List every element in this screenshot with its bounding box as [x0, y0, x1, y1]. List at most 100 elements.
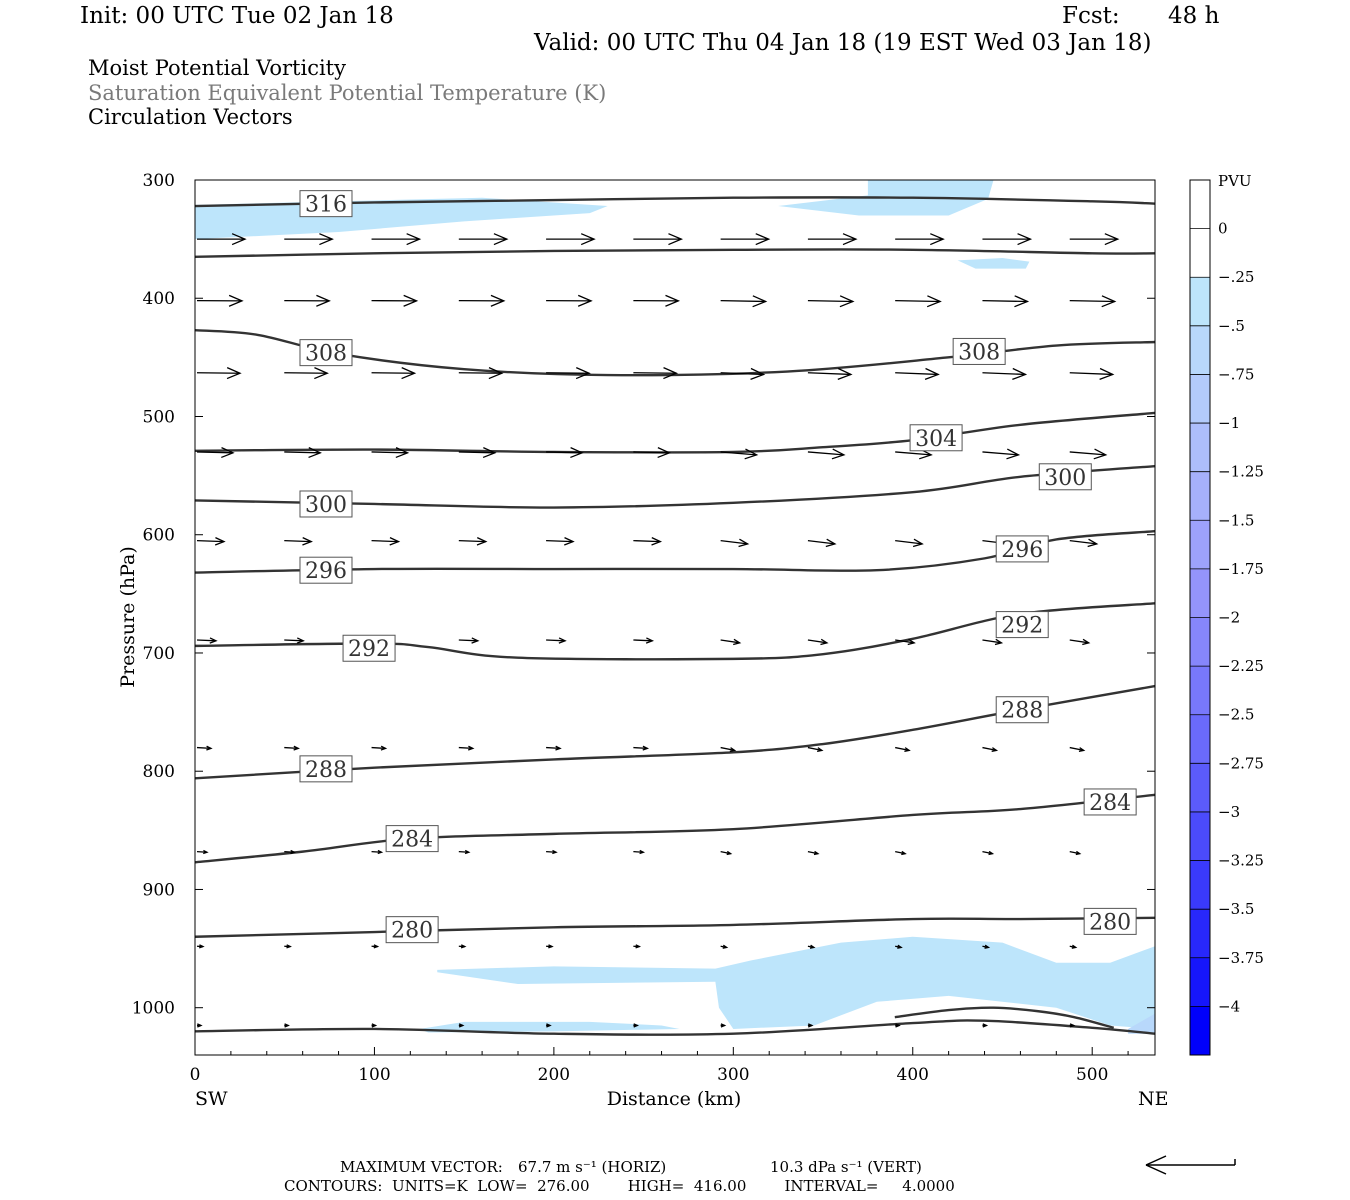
vector-shaft — [982, 850, 993, 855]
vector-head — [651, 537, 663, 546]
vector-head — [994, 638, 1004, 646]
forecast-hour-label: Fcst: — [1062, 3, 1120, 29]
contour-label-300-1: 300 — [1044, 466, 1086, 491]
vector-head — [377, 849, 384, 855]
contour-label-box-2-1 — [952, 337, 1006, 365]
vector-head — [930, 233, 945, 246]
vector-shaft — [196, 372, 241, 374]
contour-label-layer: 316 308 308 304 300 300 296 296 292 292 288 288 284 2… — [299, 190, 1137, 944]
vector-7-1 — [284, 849, 296, 855]
vector-head — [720, 1023, 727, 1028]
vector-9-10 — [1069, 1023, 1076, 1028]
vector-head — [1101, 295, 1117, 308]
vector-head — [286, 944, 292, 949]
vector-4-2 — [371, 537, 401, 546]
vector-shaft — [196, 850, 208, 853]
vector-shaft — [895, 299, 941, 303]
vector-3-2 — [371, 447, 410, 459]
contour-label-284-1: 284 — [1089, 791, 1131, 816]
vector-1-2 — [371, 294, 419, 307]
vector-6-9 — [982, 746, 999, 752]
colorbar-swatch-1 — [1190, 228, 1210, 278]
reference-vector — [1145, 1155, 1236, 1175]
colorbar-swatch-11 — [1190, 714, 1210, 764]
contour-label-296-0: 296 — [305, 559, 347, 584]
vector-head — [316, 294, 331, 307]
vector-1-10 — [1069, 295, 1117, 308]
vector-1-4 — [546, 294, 593, 307]
vector-0-9 — [982, 233, 1033, 246]
vector-4-8 — [895, 538, 924, 548]
vector-shaft — [284, 746, 299, 750]
vector-head — [373, 944, 380, 949]
vector-shaft — [720, 372, 764, 376]
y-tick-label-900: 900 — [143, 880, 175, 900]
mpv-region-0 — [195, 197, 608, 240]
vector-head — [476, 537, 488, 546]
contour-label-box-9-1 — [1083, 907, 1137, 935]
forecast-hour-value: 48 h — [1168, 3, 1220, 29]
vector-3-10 — [1069, 448, 1108, 460]
vector-6-7 — [807, 746, 824, 752]
vector-0-0 — [197, 233, 247, 246]
vector-5-0 — [196, 637, 218, 644]
vector-head — [809, 944, 816, 949]
vector-head — [1006, 448, 1021, 460]
vector-head — [371, 1023, 378, 1028]
vector-head — [214, 537, 226, 546]
contour-label-292-1: 292 — [1001, 614, 1043, 639]
colorbar-level-8: −2 — [1218, 609, 1240, 627]
vector-6-4 — [546, 745, 562, 751]
contour-label-308-0: 308 — [305, 342, 347, 367]
colorbar-level-5: −1.25 — [1218, 463, 1264, 481]
vector-6-10 — [1069, 746, 1086, 752]
vector-shaft — [1069, 746, 1084, 752]
vector-4-3 — [458, 537, 488, 546]
vector-7-9 — [982, 850, 995, 856]
vector-8-7 — [807, 944, 816, 949]
y-tick-label-700: 700 — [143, 644, 175, 664]
contour-label-box-8-1 — [1083, 788, 1137, 816]
vector-head — [226, 367, 242, 380]
vector-3-6 — [720, 448, 759, 460]
colorbar-level-15: −3.75 — [1218, 949, 1264, 967]
vector-7-2 — [371, 849, 384, 855]
vector-shaft — [196, 639, 217, 642]
vector-6-5 — [633, 745, 650, 751]
contour-label-box-5-1 — [995, 535, 1049, 563]
vector-shaft — [895, 639, 915, 644]
vector-shaft — [196, 746, 212, 750]
vector-head — [319, 233, 334, 246]
vector-head — [642, 745, 650, 751]
contour-304-3 — [194, 411, 1156, 454]
vector-4-5 — [633, 537, 663, 546]
vector-head — [1093, 448, 1108, 460]
contour-label-288-1: 288 — [1001, 699, 1043, 724]
vector-2-0 — [196, 367, 242, 380]
vector-9-0 — [197, 1023, 203, 1028]
vector-shaft — [1069, 451, 1106, 456]
reference-vector-head-bottom — [1145, 1164, 1167, 1175]
vector-head — [639, 849, 646, 855]
contour-label-280-0: 280 — [391, 919, 433, 944]
vector-head — [744, 448, 759, 460]
vector-head — [293, 745, 300, 751]
vector-head — [221, 447, 235, 459]
vector-head — [907, 638, 916, 646]
vector-head — [380, 745, 388, 751]
vector-head — [488, 367, 504, 380]
vector-8-8 — [895, 944, 903, 949]
vector-7-7 — [807, 850, 820, 856]
vector-head — [552, 849, 558, 855]
vector-head — [1069, 1023, 1076, 1028]
vector-shaft — [633, 850, 644, 853]
vector-1-1 — [284, 294, 331, 307]
x-axis-label: Distance (km) — [607, 1088, 742, 1110]
colorbar-level-12: −3 — [1218, 803, 1240, 821]
vector-shaft — [633, 372, 677, 374]
colorbar-swatch-4 — [1190, 374, 1210, 424]
vector-shaft — [546, 639, 566, 642]
colorbar-level-7: −1.75 — [1218, 560, 1264, 578]
vector-1-8 — [895, 295, 942, 308]
vector-shaft — [284, 539, 312, 543]
